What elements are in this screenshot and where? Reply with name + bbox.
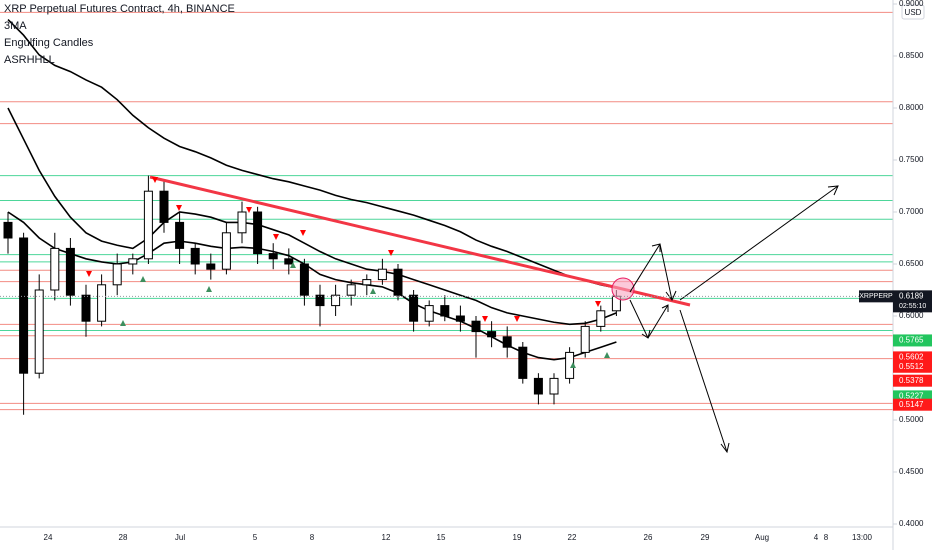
y-tick-label: 0.8500 [899,51,924,60]
x-tick-label: 15 [437,533,446,542]
price-tag-label: 0.5147 [899,400,924,409]
candle-body [362,279,372,286]
candle-body [237,211,247,234]
candle-body [50,247,60,291]
x-tick-label: Aug [755,533,769,542]
price-tag-label: 0.5602 [899,353,924,362]
candle-body [377,268,387,281]
symbol-tag-name: XRPPERP [859,293,893,300]
x-tick-label: 19 [513,533,522,542]
symbol-tag [893,290,932,313]
candle-body [393,268,403,296]
symbol-tag-price: 0.6189 [899,291,924,300]
price-tag-label: 0.5378 [899,376,924,385]
price-tag [893,374,932,387]
candle-body [471,320,481,333]
chart-title: XRP Perpetual Futures Contract, 4h, BINA… [4,3,235,15]
candle-body [112,263,122,286]
candle-body [34,289,44,374]
trend-line [149,175,691,307]
candle-body [487,331,497,338]
x-tick-label: 4 [814,533,819,542]
x-tick-label: 12 [382,533,391,542]
price-axis [893,0,932,550]
candle-body [299,263,309,296]
x-tick-label: 29 [701,533,710,542]
y-tick-label: 0.4500 [899,467,924,476]
price-tag-label: 0.5227 [899,392,924,401]
candle-body [409,294,419,322]
x-tick-label: 5 [253,533,258,542]
price-tag-label: 0.5512 [899,362,924,371]
moving-average [7,211,617,361]
candle-body [175,221,185,249]
x-tick-label: 26 [644,533,653,542]
projection-arrows [629,185,839,454]
symbol-tag-countdown: 02:55:10 [899,303,926,310]
indicator-label: Engulfing Candles [4,37,94,49]
candle-body [424,305,434,322]
candle-body [128,258,138,265]
x-tick-label: 13:00 [852,533,873,542]
candle-body [206,263,216,270]
price-tag-label: 0.5765 [899,336,924,345]
candle-body [331,294,341,307]
candle-body [533,377,543,395]
candle-body [97,284,107,322]
y-tick-label: 0.4000 [899,519,924,528]
symbol-tag-name-bg [859,290,893,303]
candle-body [253,211,263,255]
candle-body [518,346,528,379]
x-tick-label: 8 [310,533,315,542]
candle-body [440,305,450,317]
indicator-label: ASRHHLL [4,54,55,66]
candle-body [19,237,29,374]
candle-body [284,258,294,265]
x-tick-label: 24 [44,533,53,542]
candle-body [159,190,169,223]
candle-body [65,247,75,296]
y-tick-label: 0.9000 [899,0,924,8]
y-tick-label: 0.8000 [899,103,924,112]
x-tick-label: 22 [568,533,577,542]
price-tag [893,351,932,364]
candle-body [221,232,231,270]
y-tick-label: 0.7500 [899,155,924,164]
currency: USD [905,8,922,17]
candle-body [315,294,325,307]
candle-body [549,377,559,395]
candle-body [81,294,91,322]
candle-body [143,190,153,260]
moving-average [7,19,617,289]
candle-body [346,284,356,296]
indicator-label: 3MA [4,20,27,32]
candle-body [580,325,590,353]
x-tick-label: 28 [119,533,128,542]
candle-body [3,221,13,239]
candle-body [502,336,512,348]
candle-body [596,310,606,327]
highlight-circle [611,277,635,301]
currency-box[interactable] [901,4,925,20]
y-tick-label: 0.7000 [899,207,924,216]
price-tag [893,398,932,411]
price-tag [893,334,932,347]
x-tick-label: Jul [175,533,185,542]
price-tag [893,360,932,373]
y-tick-label: 0.6500 [899,259,924,268]
candle-body [268,253,278,260]
y-tick-label: 0.5000 [899,415,924,424]
x-tick-label: 8 [824,533,829,542]
y-tick-label: 0.6000 [899,311,924,320]
candle-body [190,247,200,265]
moving-average [7,107,617,326]
candle-body [455,315,465,322]
